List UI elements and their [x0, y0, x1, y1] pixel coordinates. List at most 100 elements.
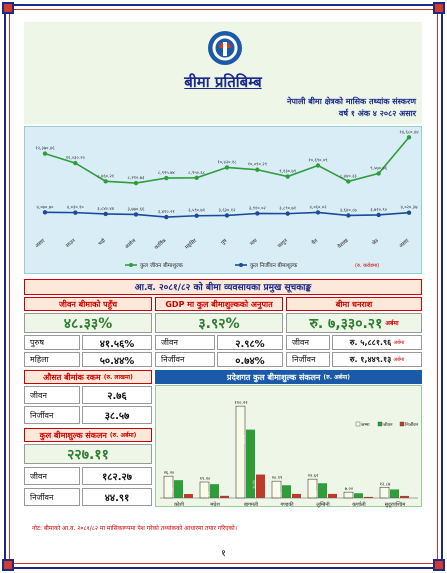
gdp-life-label: जीवन: [155, 335, 215, 350]
unit-note: (रु. करोडमा): [355, 262, 379, 269]
fund-nonlife-value: रु. १,४४९.१३: [349, 355, 392, 364]
x-tick-label: फागुन: [277, 238, 289, 250]
data-label: ३,८९०.७१: [279, 207, 296, 212]
data-label: ४,०३०.१०: [67, 206, 85, 211]
data-label: ३,७१०.९०: [370, 208, 388, 213]
x-tick-label: वैशाख: [336, 237, 350, 251]
issue-info: वर्ष १ अंक ४ २०८२ असार: [338, 109, 416, 118]
data-label: ९,५७०.७६: [370, 166, 388, 171]
total-premium-title: कुल बीमाशुल्क संकलन: [39, 430, 107, 440]
bar: [343, 491, 354, 499]
data-label: ८,९२५.७४: [158, 171, 176, 176]
data-point: [376, 171, 381, 176]
total-nonlife-value: ४४.९१: [82, 488, 152, 506]
x-tick-label: माघ: [249, 237, 259, 247]
data-label: ८,२१०.७३: [128, 176, 145, 181]
bar-value-label: २.५०: [396, 502, 400, 508]
data-point: [224, 213, 230, 218]
data-label: ११,०३०.२०: [66, 156, 86, 161]
data-label: १०,६९०.०९: [308, 159, 327, 164]
bar-value-label: २.६०: [216, 502, 220, 508]
bar: [256, 474, 265, 498]
avg-life-value: २.७६: [82, 386, 152, 404]
reach-male-label: पुरुष: [24, 335, 80, 350]
data-point: [406, 210, 412, 215]
data-label: ३,७७०.६६: [128, 207, 146, 212]
reach-female-label: महिला: [24, 352, 80, 367]
bar: [282, 485, 291, 498]
total-life-label: जीवन: [24, 467, 80, 485]
data-label: ८,४६०.२१: [97, 174, 114, 179]
total-nonlife-label: निर्जीवन: [24, 488, 80, 506]
bar: [318, 483, 327, 498]
subtitle: नेपाली बीमा क्षेत्रको मासिक तथ्यांक संस्…: [286, 97, 416, 106]
reach-value: ४८.३३%: [24, 313, 152, 333]
data-label: ४,०७०.७०: [37, 205, 55, 210]
bar: [246, 429, 255, 498]
data-point: [164, 175, 169, 181]
fund-nonlife-unit: अर्बमा: [393, 356, 405, 363]
gdp-nonlife-value: ०.७४%: [217, 352, 283, 367]
insurance-logo-icon: [208, 31, 242, 65]
data-label: ८,९५०.६८: [188, 171, 206, 176]
total-premium-header: कुल बीमाशुल्क संकलन (रु. अर्बमा): [24, 428, 152, 442]
data-point: [133, 212, 139, 217]
bar: [220, 495, 229, 498]
data-point: [315, 210, 321, 215]
x-tick-label: चैत: [310, 237, 319, 246]
x-tick-label: मङ्सिर: [184, 237, 199, 251]
data-point: [42, 151, 48, 156]
x-tick-label: सुदूरपश्चिम: [385, 501, 407, 508]
page-title: बीमा प्रतिबिम्ब: [184, 73, 262, 91]
fund-value: रु. ७,३३०.२१: [309, 315, 383, 332]
bar-value-label: १६.६०: [206, 490, 210, 499]
bar: [364, 496, 373, 498]
gdp-nonlife-label: निर्जीवन: [155, 352, 215, 367]
data-point: [133, 180, 139, 186]
gdp-header: GDP मा कुल बीमाशुल्कको अनुपात: [155, 297, 283, 311]
x-tick-label: बागमती: [244, 501, 259, 508]
fund-life-value: रु. ५,८८१.९६: [349, 338, 392, 347]
fund-life-unit: अर्बमा: [393, 339, 405, 346]
bar-value-label: १९.२०: [200, 477, 211, 482]
bar-value-label: २१.४०: [170, 486, 174, 495]
x-tick-label: कार्तिक: [153, 237, 168, 251]
data-point: [346, 213, 351, 218]
footnote: नोट: बीमाको आ.व. २०८१/८२ मा मासिकरूपमा प…: [32, 525, 237, 532]
x-tick-label: भदौ: [97, 237, 108, 248]
reach-header: जीवन बीमाको पहुँच: [24, 297, 152, 311]
data-point: [194, 175, 199, 181]
x-tick-label: मधेश: [210, 501, 220, 508]
x-tick-label: साउन: [65, 238, 77, 249]
corner-ornament: [2, 2, 14, 14]
bar: [235, 405, 246, 499]
bar-value-label: ८२.०७: [242, 435, 246, 444]
total-premium-unit: (रु. अर्बमा): [109, 432, 137, 439]
bar-value-label: २२.६२: [308, 474, 319, 479]
data-label: ३,४१०.२१: [158, 210, 175, 215]
header: बीमा प्रतिबिम्ब नेपाली बीमा क्षेत्रको मा…: [24, 22, 422, 124]
reach-female-value: ५०.४४%: [82, 352, 152, 367]
avg-nonlife-value: ३८.५७: [82, 406, 152, 424]
bar-value-label: ७.००: [345, 487, 354, 492]
x-tick-label: गण्डकी: [280, 501, 294, 508]
bar-value-label: ५.७०: [350, 500, 354, 507]
fund-nonlife-cell: रु. १,४४९.१३ अर्बमा: [332, 352, 422, 367]
data-label: १२,३७०.४६: [35, 147, 55, 152]
reach-male-value: ४१.५६%: [82, 335, 152, 350]
summary-title: आ.व. २०८१/८२ को बीमा व्यवसायका प्रमुख सू…: [24, 279, 422, 295]
bar-value-label: १५.३०: [278, 491, 282, 500]
data-point: [285, 174, 290, 179]
x-tick-label: असार: [398, 237, 411, 249]
bar-chart-header: प्रदेशगत कुल बीमाशुल्क संकलन (रु. अर्बमा…: [155, 370, 422, 384]
bar: [210, 484, 219, 498]
gdp-life-value: २.९८%: [217, 335, 283, 350]
data-label: ३,८४०.४४: [97, 207, 115, 212]
data-point: [73, 210, 78, 215]
bar-value-label: ४.८०: [180, 501, 184, 508]
data-point: [255, 167, 260, 172]
fund-life-cell: रु. ५,८८१.९६ अर्बमा: [332, 335, 422, 350]
avg-sum-unit: (रु. लाखमा): [103, 374, 133, 381]
legend-label: जम्मा: [361, 423, 370, 428]
bar-chart-title: प्रदेशगत कुल बीमाशुल्क संकलन: [227, 372, 321, 382]
